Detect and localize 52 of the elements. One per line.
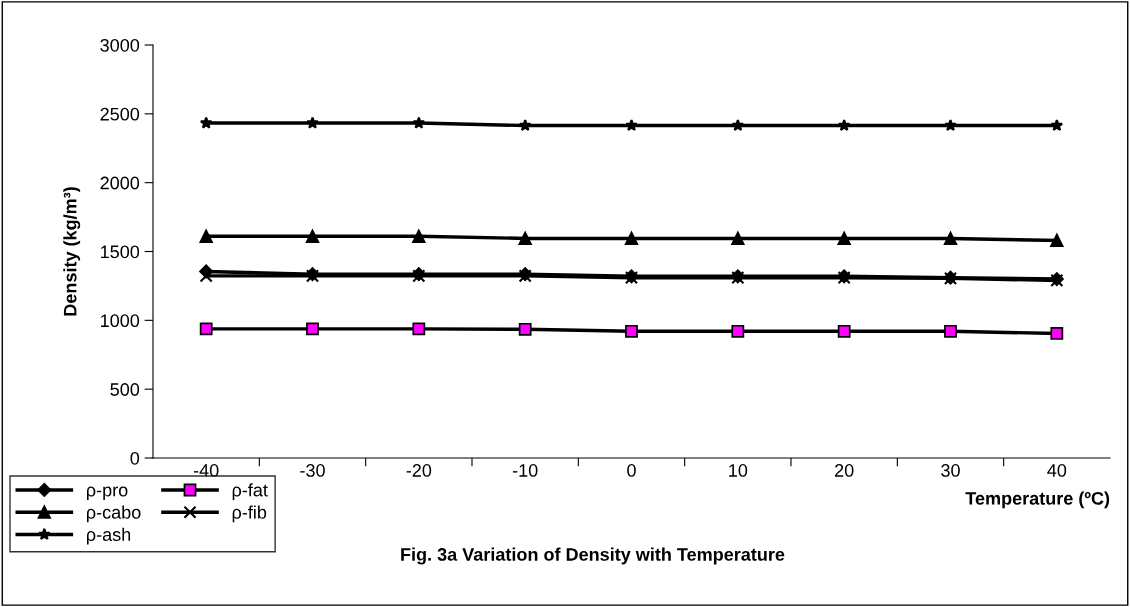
point [1050,327,1064,340]
x-axis-title: Temperature (ºC) [965,491,1110,509]
y-tick-label: 2000 [100,176,140,190]
y-axis-title: Density (kg/m³) [63,187,81,316]
x-tick-label: 40 [1047,464,1067,477]
point [305,229,320,243]
point [944,118,957,132]
y-tick-label: 1500 [101,245,140,259]
legend-label: ρ-ash [87,527,131,545]
legend-label: ρ-fat [232,483,268,501]
point [625,324,638,338]
y-tick-label: 1000 [101,314,140,328]
point [837,118,851,132]
point [1050,233,1064,248]
point [837,231,851,246]
text: Fig. 3a Variation of Density with Temperature [401,547,785,565]
x-tick-label: 30 [941,464,960,477]
x-tick-label: -10 [512,464,538,477]
point [943,231,958,246]
point [1050,118,1064,132]
legend-label: ρ-pro [87,486,128,501]
y-tick-label: 2500 [100,107,140,121]
point [731,324,745,338]
point [837,324,851,338]
point [518,118,532,132]
point [412,229,426,243]
x-tick-label: 20 [835,464,854,477]
point [199,116,213,129]
point [199,322,213,336]
legend-label: ρ-cabo [87,505,141,523]
y-tick-label: 500 [110,383,140,396]
point [412,322,426,336]
point [625,118,638,132]
y-tick-label: 0 [130,451,140,465]
x-tick-label: -30 [300,464,325,477]
point [518,322,532,336]
point [944,324,957,338]
y-tick-label: 3000 [100,38,140,52]
x-tick-label: 10 [729,464,748,477]
point [731,118,745,132]
point [306,322,319,336]
point [731,231,745,246]
point [306,116,319,129]
x-tick-label: 0 [627,464,636,477]
point [412,116,426,129]
x-tick-label: -40 [193,464,219,477]
point [199,229,213,243]
point [199,269,213,283]
x-tick-label: -20 [406,464,432,477]
point [518,231,532,246]
legend-label: ρ-fib [232,505,267,523]
point [624,231,639,246]
